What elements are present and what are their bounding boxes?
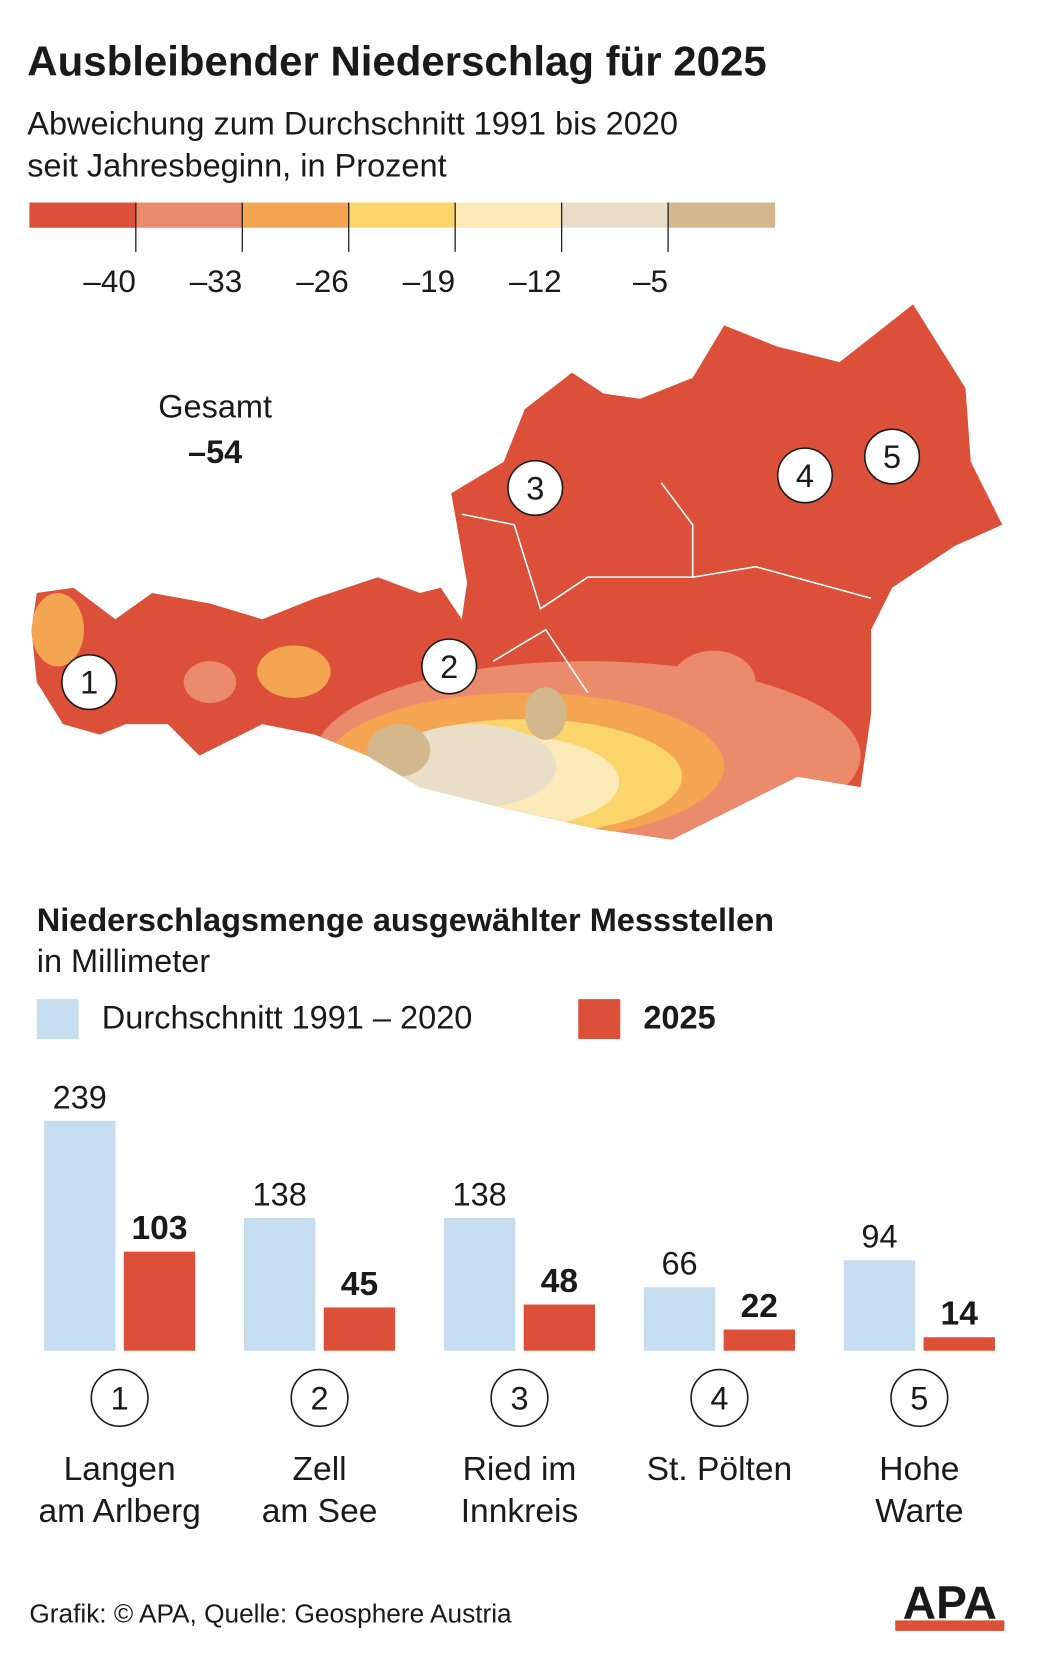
bar — [244, 1217, 316, 1351]
bar — [443, 1217, 516, 1351]
bar — [44, 1120, 116, 1351]
scale-swatch — [242, 202, 350, 228]
x-tick-label: Zell — [293, 1451, 347, 1488]
total-label: Gesamt — [158, 389, 272, 425]
value-label: 138 — [452, 1176, 506, 1212]
bar — [523, 1304, 596, 1351]
value-label: 48 — [541, 1263, 578, 1300]
title: Ausbleibender Niederschlag für 2025 — [27, 38, 766, 85]
category-marker — [90, 1368, 149, 1428]
marker — [863, 428, 921, 485]
scale-tick-label: –12 — [509, 264, 562, 299]
marker — [507, 459, 564, 517]
border — [461, 482, 872, 694]
scale-tick-label: –33 — [190, 264, 243, 299]
scale-swatch — [29, 202, 137, 228]
category-marker — [490, 1368, 549, 1428]
category-number: 4 — [710, 1380, 728, 1416]
chart-subtitle: in Millimeter — [37, 943, 211, 979]
bar — [923, 1337, 995, 1351]
value-label: 22 — [741, 1288, 778, 1325]
legend-swatch — [36, 999, 79, 1039]
x-tick-label: Warte — [875, 1493, 963, 1530]
map-markers: 1 2 3 4 5 — [61, 428, 921, 711]
bar-chart: Durchschnitt 1991 – 2020 2025 239 103 1 Lange… — [36, 999, 995, 1530]
map-zone — [524, 687, 567, 740]
category-number: 1 — [111, 1380, 129, 1416]
legend-label: Durchschnitt 1991 – 2020 — [102, 1000, 473, 1036]
scale-swatch — [135, 202, 243, 228]
category-number: 5 — [910, 1380, 928, 1416]
scale-tick-label: –5 — [633, 264, 668, 299]
x-tick-label: am Arlberg — [38, 1493, 200, 1530]
value-label: 45 — [341, 1266, 378, 1303]
map-zone — [31, 592, 84, 667]
bar — [843, 1260, 916, 1351]
subtitle: seit Jahresbeginn, in Prozent — [27, 147, 446, 183]
category-marker — [290, 1368, 349, 1428]
value-label: 66 — [661, 1246, 697, 1282]
marker — [61, 654, 118, 711]
marker-label: 5 — [883, 439, 901, 475]
marker-label: 4 — [796, 458, 814, 494]
map-zone — [388, 724, 557, 809]
logo-bar — [895, 1620, 1005, 1631]
map-zone — [367, 724, 431, 777]
marker-label: 3 — [526, 471, 544, 507]
legend-label: 2025 — [643, 1000, 715, 1036]
chart-title: Niederschlagsmenge ausgewählter Messstel… — [37, 902, 774, 938]
value-label: 14 — [941, 1296, 979, 1333]
scale-tick-label: –19 — [403, 264, 456, 299]
scale-swatch — [561, 202, 669, 228]
marker-label: 1 — [80, 665, 98, 701]
value-label: 94 — [861, 1219, 897, 1255]
value-label: 138 — [253, 1176, 307, 1212]
scale-swatch — [348, 202, 456, 228]
logo: APA — [903, 1576, 997, 1628]
map — [31, 304, 1003, 840]
legend-swatch — [578, 999, 621, 1039]
value-label: 239 — [53, 1079, 107, 1115]
bar — [323, 1307, 396, 1351]
subtitle: Abweichung zum Durchschnitt 1991 bis 202… — [27, 105, 678, 141]
scale-tick-label: –40 — [83, 264, 136, 299]
scale-swatch — [455, 202, 563, 228]
marker — [421, 638, 478, 695]
x-tick-label: Ried im — [463, 1451, 577, 1488]
total-value: –54 — [188, 434, 242, 470]
category-marker — [890, 1368, 949, 1428]
bar — [643, 1287, 716, 1351]
x-tick-label: Hohe — [879, 1451, 959, 1488]
color-scale: –40 –33 –26 –19 –12 –5 — [29, 202, 776, 299]
map-zone — [257, 645, 331, 698]
scale-swatch — [668, 202, 776, 228]
map-zone — [671, 650, 756, 714]
category-number: 3 — [510, 1380, 528, 1416]
value-label: 103 — [132, 1210, 188, 1247]
x-tick-label: Innkreis — [461, 1493, 579, 1530]
bar — [123, 1251, 196, 1351]
x-tick-label: am See — [262, 1493, 378, 1530]
marker-label: 2 — [440, 649, 458, 685]
scale-tick-label: –26 — [296, 264, 349, 299]
source: Grafik: © APA, Quelle: Geosphere Austria — [29, 1599, 512, 1629]
x-tick-label: St. Pölten — [647, 1451, 793, 1488]
bar — [723, 1329, 795, 1351]
map-zone — [183, 661, 237, 704]
category-marker — [690, 1368, 749, 1428]
marker — [776, 447, 834, 504]
category-number: 2 — [311, 1380, 329, 1416]
x-tick-label: Langen — [64, 1451, 176, 1488]
